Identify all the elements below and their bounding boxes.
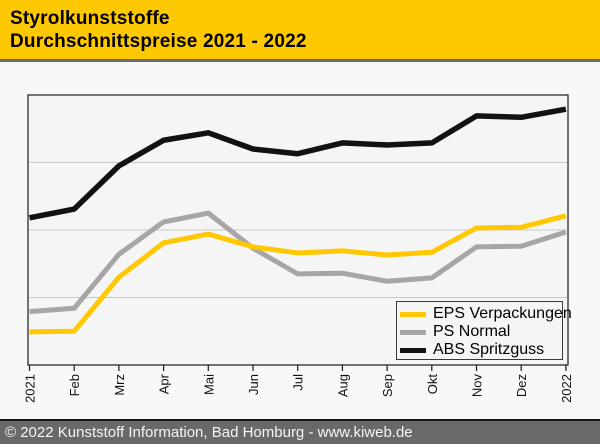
legend-item-ps-normal: PS Normal	[400, 323, 562, 341]
x-tick-label-2021: 2021	[23, 374, 38, 403]
x-tick-label-jun: Jun	[246, 374, 261, 395]
legend-label-abs-spritzguss: ABS Spritzguss	[433, 341, 545, 358]
legend-swatch-abs-spritzguss	[400, 347, 426, 353]
x-tick-label-jul: Jul	[291, 374, 306, 391]
legend-swatch-eps-verpackungen	[400, 311, 426, 317]
x-tick-label-apr: Apr	[157, 373, 172, 394]
legend-item-eps-verpackungen: EPS Verpackungen	[400, 305, 572, 323]
legend-label-ps-normal: PS Normal	[433, 323, 511, 340]
x-tick-label-2022: 2022	[559, 374, 574, 403]
legend-swatch-ps-normal	[400, 329, 426, 335]
legend-item-abs-spritzguss: ABS Spritzguss	[400, 341, 562, 359]
title-banner: Styrolkunststoffe Durchschnittspreise 20…	[0, 0, 600, 62]
x-tick-label-feb: Feb	[67, 374, 82, 396]
x-tick-label-nov: Nov	[470, 374, 485, 398]
x-tick-label-aug: Aug	[335, 374, 350, 397]
x-tick-label-okt: Okt	[425, 374, 440, 395]
page-title-line1: Styrolkunststoffe	[10, 8, 170, 29]
series-line-abs-spritzguss	[28, 106, 567, 221]
x-tick-label-mrz: Mrz	[112, 374, 127, 396]
price-line-chart: 2021 Feb Mrz Apr Mai Jun Jul Aug Sep Okt Nov Dez 202…	[23, 94, 574, 403]
series-line-eps-verpackungen	[29, 213, 567, 335]
chart-legend: EPS Verpackungen PS Normal ABS Spritzgus…	[396, 301, 572, 360]
copyright-text: © 2022 Kunststoff Information, Bad Hombu…	[5, 424, 413, 441]
series-line-ps-normal	[29, 210, 567, 315]
page-title-line2: Durchschnittspreise 2021 - 2022	[10, 31, 307, 52]
x-tick-label-dez: Dez	[514, 374, 529, 397]
footer-bar: © 2022 Kunststoff Information, Bad Hombu…	[0, 419, 600, 444]
x-tick-label-mai: Mai	[201, 374, 216, 395]
legend-label-eps-verpackungen: EPS Verpackungen	[433, 305, 572, 322]
x-tick-label-sep: Sep	[380, 374, 395, 397]
